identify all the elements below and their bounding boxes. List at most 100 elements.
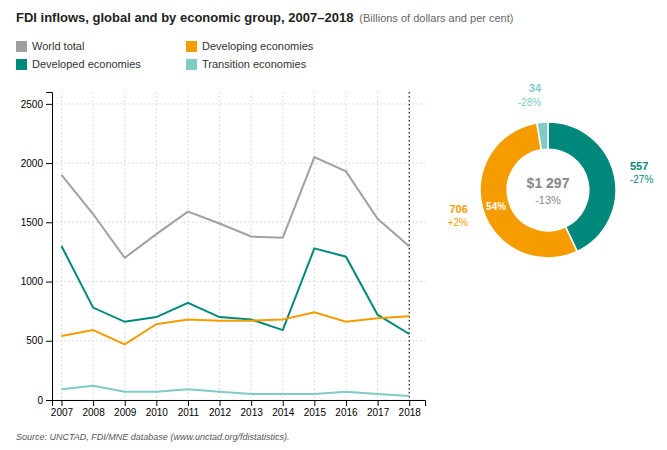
tick-mark — [46, 104, 52, 105]
grid-line — [52, 340, 425, 341]
tick-mark — [93, 400, 94, 406]
tick-label: 2014 — [272, 407, 295, 418]
legend-swatch — [186, 41, 197, 52]
tick-mark — [46, 222, 52, 223]
tick-mark — [61, 400, 62, 406]
data-label: 557 — [630, 160, 648, 172]
series-line — [61, 312, 409, 344]
legend-swatch — [186, 59, 197, 70]
tick: 2017 — [367, 400, 390, 418]
title: FDI inflows, global and by economic grou… — [16, 10, 353, 25]
center-label: $1 297 — [527, 175, 570, 191]
tick-mark — [378, 400, 379, 406]
axis-line — [46, 93, 53, 401]
tick-label: 2008 — [82, 407, 105, 418]
grid-line — [52, 163, 425, 164]
y-axis: 0 500 1000 1500 2000 2500 — [21, 93, 53, 406]
tick: 2012 — [209, 400, 232, 418]
tick: 2000 — [21, 158, 52, 169]
tick: 1500 — [21, 217, 52, 228]
change-label: -27% — [630, 174, 653, 185]
grid-line — [377, 92, 378, 400]
legend-item: World total — [16, 40, 84, 52]
legend-label: Developing economies — [202, 40, 314, 52]
tick-mark — [156, 400, 157, 406]
tick-mark — [346, 400, 347, 406]
tick: 2018 — [399, 400, 422, 418]
tick-mark — [314, 400, 315, 406]
chart: FDI inflows, global and by economic grou… — [0, 0, 667, 450]
tick-mark — [220, 400, 221, 406]
legend-swatch — [16, 59, 27, 70]
tick-label: 2018 — [399, 407, 422, 418]
grid-line — [52, 222, 425, 223]
plot-area — [61, 92, 409, 400]
legend-label: World total — [32, 40, 84, 52]
tick-label: 2500 — [21, 99, 44, 110]
tick-label: 2015 — [304, 407, 327, 418]
series-line — [61, 386, 409, 396]
center-label: -13% — [535, 194, 561, 206]
tick-label: 2011 — [178, 407, 200, 418]
tick: 2011 — [178, 400, 200, 418]
change-label: -28% — [518, 97, 541, 108]
tick-mark — [46, 282, 52, 283]
tick: 500 — [26, 335, 52, 346]
tick: 2013 — [241, 400, 264, 418]
tick-label: 1500 — [21, 217, 44, 228]
grid-line — [187, 92, 188, 400]
donut: 557 -27% 706 +2% 34 -28% $1 297 -13% 54% — [448, 82, 654, 258]
x-axis: 2007 2008 2009 2010 2011 2012 2013 2014 2015 2016… — [51, 400, 426, 418]
grid — [52, 92, 425, 400]
tick-label: 2017 — [367, 407, 390, 418]
grid-line — [314, 92, 315, 400]
tick-mark — [46, 163, 52, 164]
tick-mark — [125, 400, 126, 406]
grid-line — [52, 103, 425, 104]
tick: 2015 — [304, 400, 327, 418]
tick-label: 1000 — [21, 276, 44, 287]
tick-mark — [409, 400, 410, 406]
tick-mark — [251, 400, 252, 406]
tick: 2500 — [21, 99, 52, 110]
grid-line — [251, 92, 252, 400]
tick-label: 2016 — [335, 407, 358, 418]
tick-mark — [46, 341, 52, 342]
tick: 2008 — [82, 400, 105, 418]
grid-line — [219, 92, 220, 400]
grid-line — [124, 92, 125, 400]
tick-mark — [283, 400, 284, 406]
data-label: 34 — [529, 82, 542, 94]
legend-label: Developed economies — [32, 58, 141, 70]
tick-label: 0 — [37, 395, 43, 406]
tick: 2014 — [272, 400, 295, 418]
tick-mark — [46, 400, 52, 401]
tick: 0 — [37, 395, 52, 406]
legend-item: Developed economies — [16, 58, 141, 70]
donut-slice — [537, 122, 548, 150]
tick-label: 500 — [26, 335, 43, 346]
grid-line — [52, 281, 425, 282]
donut-slice — [480, 123, 577, 258]
tick-label: 2007 — [51, 407, 74, 418]
tick-mark — [188, 400, 189, 406]
source-note: Source: UNCTAD, FDI/MNE database (www.un… — [16, 432, 289, 442]
tick-label: 2013 — [241, 407, 264, 418]
change-label: +2% — [448, 217, 468, 228]
series-line — [61, 157, 409, 258]
legend-item: Transition economies — [186, 58, 307, 70]
tick: 2010 — [146, 400, 169, 418]
data-label: 706 — [449, 203, 467, 215]
axis-line — [53, 401, 426, 407]
share-label: 54% — [486, 201, 506, 212]
legend-label: Transition economies — [202, 58, 307, 70]
legend-item: Developing economies — [186, 40, 314, 52]
grid-line — [156, 92, 157, 400]
tick-label: 2000 — [21, 158, 44, 169]
tick: 1000 — [21, 276, 52, 287]
tick-label: 2012 — [209, 407, 232, 418]
tick: 2009 — [114, 400, 137, 418]
tick: 2007 — [51, 400, 74, 418]
grid-line — [345, 92, 346, 400]
grid-line — [282, 92, 283, 400]
